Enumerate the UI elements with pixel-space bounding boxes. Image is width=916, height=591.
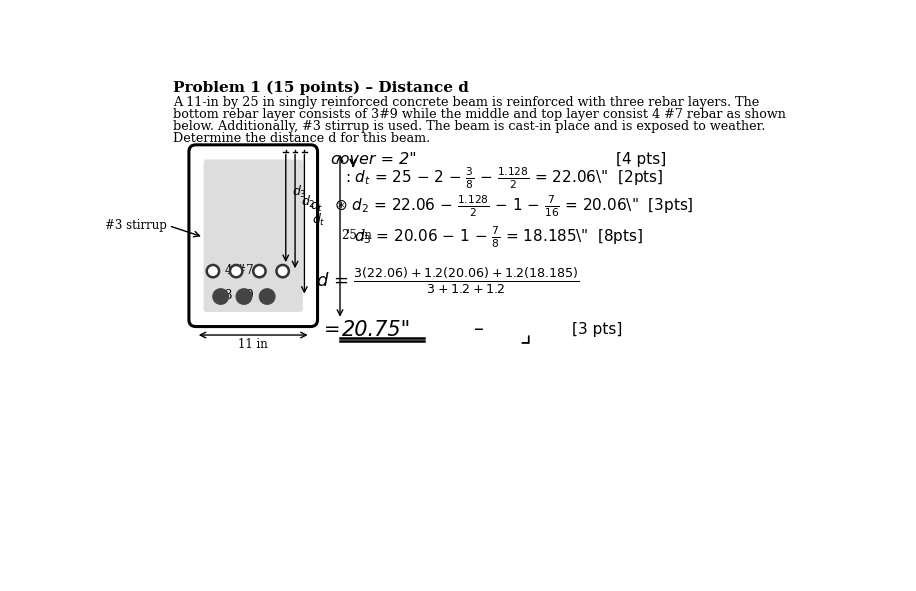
Text: [4 pts]: [4 pts] [616, 152, 667, 167]
Text: $d_t$: $d_t$ [311, 199, 323, 215]
Text: 11 in: 11 in [238, 338, 268, 351]
Text: [3 pts]: [3 pts] [572, 322, 622, 337]
Text: $d$ = $\frac{3(22.06) + 1.2(20.06)+1.2(18.185)}{3 +1.2+1.2}$: $d$ = $\frac{3(22.06) + 1.2(20.06)+1.2(1… [316, 266, 579, 296]
Text: 3 #9: 3 #9 [225, 289, 254, 302]
Circle shape [236, 289, 252, 304]
Text: 4 #7: 4 #7 [225, 264, 254, 277]
Text: $\circledast$ $d_2$ = 22.06 $-$ $\frac{1.128}{2}$ $-$ 1 $-$ $\frac{7}{16}$ = 20.: $\circledast$ $d_2$ = 22.06 $-$ $\frac{1… [333, 194, 693, 219]
Text: $d_t$: $d_t$ [312, 212, 326, 228]
Circle shape [277, 265, 289, 277]
Text: ⌟: ⌟ [519, 323, 531, 347]
Text: $d_2$: $d_2$ [301, 194, 316, 210]
Text: bottom rebar layer consists of 3#9 while the middle and top layer consist 4 #7 r: bottom rebar layer consists of 3#9 while… [172, 108, 786, 121]
Text: Determine the distance d for this beam.: Determine the distance d for this beam. [172, 132, 430, 145]
Circle shape [213, 289, 228, 304]
Text: $d_3$: $d_3$ [292, 184, 307, 200]
Circle shape [230, 265, 243, 277]
Text: A 11-in by 25 in singly reinforced concrete beam is reinforced with three rebar : A 11-in by 25 in singly reinforced concr… [172, 96, 758, 109]
Text: 20.75": 20.75" [342, 320, 410, 340]
FancyBboxPatch shape [203, 160, 303, 312]
Text: ' $d_3$ = 20.06 $-$ 1 $-$ $\frac{7}{8}$ = 18.185\"  [8pts]: ' $d_3$ = 20.06 $-$ 1 $-$ $\frac{7}{8}$ … [345, 225, 644, 250]
Text: 25 in: 25 in [343, 229, 372, 242]
Text: cover = 2": cover = 2" [332, 152, 417, 167]
FancyBboxPatch shape [189, 145, 318, 327]
Text: below. Additionally, #3 stirrup is used. The beam is cast-in place and is expose: below. Additionally, #3 stirrup is used.… [172, 120, 765, 133]
Circle shape [259, 289, 275, 304]
Text: Problem 1 (15 points) – Distance d: Problem 1 (15 points) – Distance d [172, 81, 468, 95]
Text: =: = [323, 320, 340, 339]
Text: : $d_t$ = 25 $-$ 2 $-$ $\frac{3}{8}$ $-$ $\frac{1.128}{2}$ = 22.06\"  [2pts]: : $d_t$ = 25 $-$ 2 $-$ $\frac{3}{8}$ $-$… [345, 165, 664, 191]
Text: –: – [474, 320, 484, 339]
Circle shape [207, 265, 219, 277]
Circle shape [253, 265, 266, 277]
Text: #3 stirrup: #3 stirrup [105, 219, 168, 232]
